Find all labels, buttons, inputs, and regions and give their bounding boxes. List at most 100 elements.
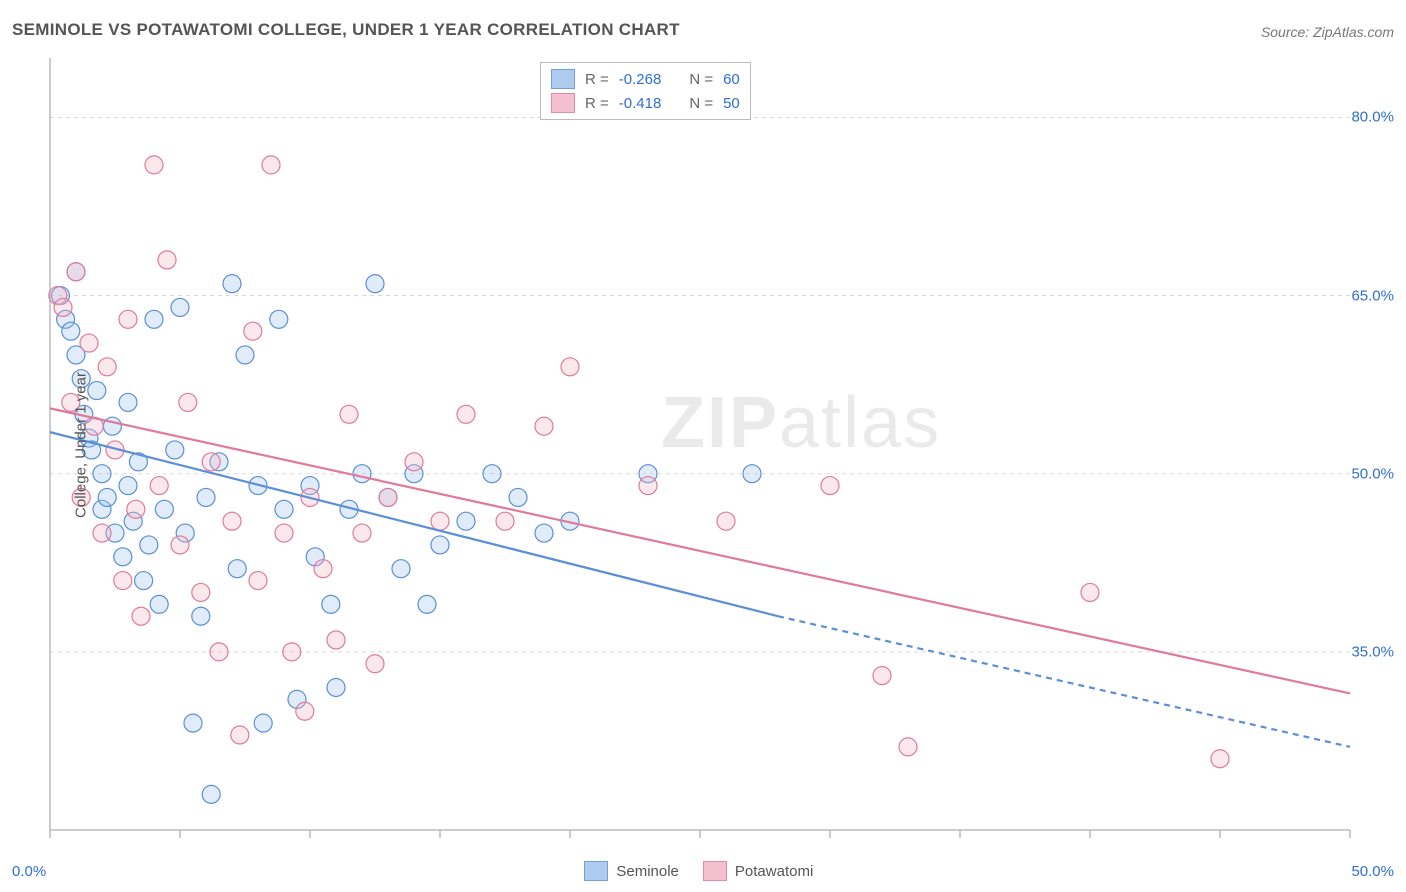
data-point bbox=[899, 738, 917, 756]
data-point bbox=[202, 453, 220, 471]
legend-swatch bbox=[584, 861, 608, 881]
n-label: N = bbox=[689, 71, 713, 88]
data-point bbox=[140, 536, 158, 554]
data-point bbox=[155, 500, 173, 518]
data-point bbox=[535, 417, 553, 435]
r-label: R = bbox=[585, 71, 609, 88]
data-point bbox=[145, 156, 163, 174]
data-point bbox=[244, 322, 262, 340]
y-tick-label: 35.0% bbox=[1351, 643, 1406, 660]
legend-row: R = -0.418 N = 50 bbox=[551, 91, 740, 115]
data-point bbox=[80, 334, 98, 352]
data-point bbox=[132, 607, 150, 625]
data-point bbox=[353, 465, 371, 483]
data-point bbox=[93, 524, 111, 542]
data-point bbox=[322, 595, 340, 613]
data-point bbox=[202, 785, 220, 803]
data-point bbox=[93, 465, 111, 483]
legend-swatch bbox=[551, 93, 575, 113]
data-point bbox=[231, 726, 249, 744]
scatter-chart bbox=[0, 40, 1406, 850]
bottom-bar: 0.0% Seminole Potawatomi 50.0% bbox=[0, 850, 1406, 892]
data-point bbox=[379, 488, 397, 506]
trend-line bbox=[50, 408, 1350, 693]
data-point bbox=[340, 405, 358, 423]
series-legend: Seminole Potawatomi bbox=[584, 861, 813, 881]
chart-title: SEMINOLE VS POTAWATOMI COLLEGE, UNDER 1 … bbox=[12, 20, 680, 40]
data-point bbox=[197, 488, 215, 506]
legend-label: Seminole bbox=[616, 863, 679, 880]
data-point bbox=[743, 465, 761, 483]
data-point bbox=[171, 298, 189, 316]
data-point bbox=[192, 607, 210, 625]
data-point bbox=[296, 702, 314, 720]
data-point bbox=[145, 310, 163, 328]
data-point bbox=[418, 595, 436, 613]
data-point bbox=[254, 714, 272, 732]
data-point bbox=[166, 441, 184, 459]
r-value: -0.268 bbox=[619, 71, 662, 88]
data-point bbox=[119, 477, 137, 495]
data-point bbox=[119, 393, 137, 411]
data-point bbox=[561, 358, 579, 376]
data-point bbox=[114, 548, 132, 566]
y-tick-label: 50.0% bbox=[1351, 465, 1406, 482]
data-point bbox=[457, 405, 475, 423]
data-point bbox=[223, 512, 241, 530]
data-point bbox=[366, 275, 384, 293]
data-point bbox=[158, 251, 176, 269]
data-point bbox=[483, 465, 501, 483]
n-label: N = bbox=[689, 95, 713, 112]
legend-item: Seminole bbox=[584, 861, 679, 881]
trend-line-extrapolated bbox=[778, 616, 1350, 747]
data-point bbox=[535, 524, 553, 542]
n-value: 50 bbox=[723, 95, 740, 112]
data-point bbox=[717, 512, 735, 530]
data-point bbox=[67, 263, 85, 281]
data-point bbox=[98, 358, 116, 376]
data-point bbox=[114, 572, 132, 590]
data-point bbox=[127, 500, 145, 518]
data-point bbox=[98, 488, 116, 506]
data-point bbox=[119, 310, 137, 328]
legend-row: R = -0.268 N = 60 bbox=[551, 67, 740, 91]
data-point bbox=[431, 536, 449, 554]
data-point bbox=[179, 393, 197, 411]
data-point bbox=[405, 453, 423, 471]
data-point bbox=[353, 524, 371, 542]
data-point bbox=[392, 560, 410, 578]
data-point bbox=[270, 310, 288, 328]
legend-swatch bbox=[703, 861, 727, 881]
data-point bbox=[192, 583, 210, 601]
n-value: 60 bbox=[723, 71, 740, 88]
y-tick-label: 80.0% bbox=[1351, 109, 1406, 126]
x-axis-max-label: 50.0% bbox=[1351, 863, 1394, 880]
data-point bbox=[275, 500, 293, 518]
data-point bbox=[366, 655, 384, 673]
data-point bbox=[639, 477, 657, 495]
data-point bbox=[873, 667, 891, 685]
r-value: -0.418 bbox=[619, 95, 662, 112]
y-tick-label: 65.0% bbox=[1351, 287, 1406, 304]
r-label: R = bbox=[585, 95, 609, 112]
plot-area: College, Under 1 year 35.0% 50.0% 65.0% 80.… bbox=[0, 40, 1406, 850]
legend-item: Potawatomi bbox=[703, 861, 813, 881]
data-point bbox=[457, 512, 475, 530]
y-axis-title: College, Under 1 year bbox=[72, 372, 89, 518]
x-axis-min-label: 0.0% bbox=[12, 863, 46, 880]
data-point bbox=[509, 488, 527, 506]
data-point bbox=[327, 631, 345, 649]
data-point bbox=[150, 595, 168, 613]
data-point bbox=[275, 524, 293, 542]
data-point bbox=[283, 643, 301, 661]
data-point bbox=[314, 560, 332, 578]
data-point bbox=[496, 512, 514, 530]
data-point bbox=[88, 382, 106, 400]
data-point bbox=[821, 477, 839, 495]
data-point bbox=[54, 298, 72, 316]
data-point bbox=[327, 678, 345, 696]
data-point bbox=[150, 477, 168, 495]
data-point bbox=[223, 275, 241, 293]
data-point bbox=[262, 156, 280, 174]
data-point bbox=[171, 536, 189, 554]
